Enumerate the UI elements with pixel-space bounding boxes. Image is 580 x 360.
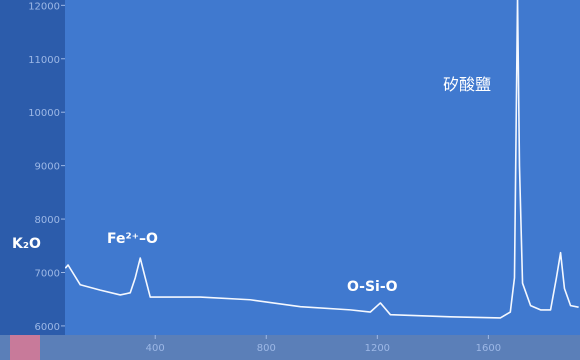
y-tick-label: 10000 (28, 108, 60, 119)
y-tick-label: 7000 (35, 268, 60, 279)
x-tick-label: 800 (257, 343, 276, 354)
plot-area (65, 0, 580, 335)
chart: 6000 7000 8000 9000 10000 11000 12000 400 800 120… (0, 0, 580, 360)
annotation: O-Si-O (347, 279, 398, 295)
x-tick-label: 1200 (365, 343, 390, 354)
annotation: Fe²⁺–O (107, 231, 158, 247)
y-tick-label: 12000 (28, 1, 60, 12)
annotation: K₂O (12, 236, 41, 252)
y-tick-label: 9000 (35, 162, 60, 173)
x-tick-label: 400 (146, 343, 165, 354)
y-tick-label: 6000 (35, 322, 60, 333)
annotation: 矽酸鹽 (443, 75, 491, 94)
y-tick-label: 8000 (35, 215, 60, 226)
y-tick-label: 11000 (28, 55, 60, 66)
x-tick-label: 1600 (476, 343, 501, 354)
bottom-widget (10, 335, 40, 360)
